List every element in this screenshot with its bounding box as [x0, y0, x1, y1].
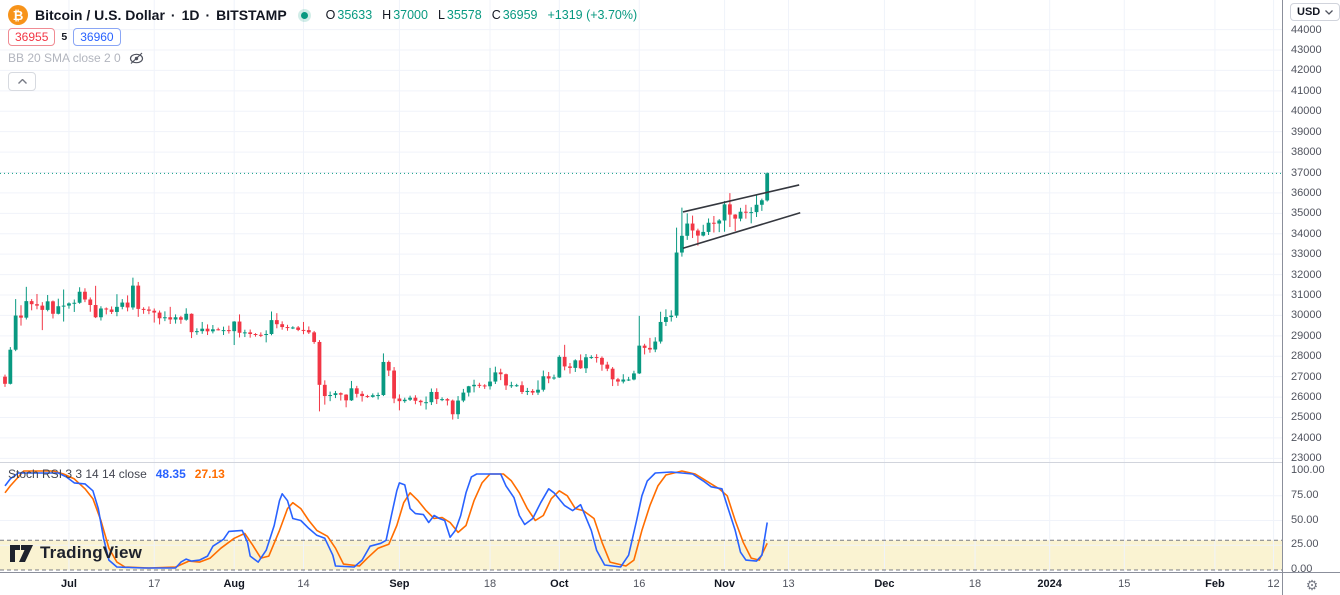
price-axis-label: 25000	[1291, 411, 1322, 424]
price-axis-label: 23000	[1291, 452, 1322, 465]
price-axis-label: 29000	[1291, 329, 1322, 342]
stoch-k-line	[4, 471, 768, 569]
stoch-axis-label: 50.00	[1291, 513, 1319, 526]
sell-button[interactable]: 36955	[8, 28, 56, 46]
time-axis-label: Sep	[389, 578, 410, 590]
buy-button[interactable]: 36960	[73, 28, 121, 46]
price-axis-label: 26000	[1291, 391, 1322, 404]
change-value: +1319 (+3.70%)	[547, 8, 638, 22]
stoch-k-value: 48.35	[155, 467, 186, 481]
stoch-axis-label: 100.00	[1291, 464, 1325, 476]
ohlc-values: O 35633 H 37000 L 35578 C 36959 +1319 (+3.70…	[318, 8, 637, 22]
price-axis-label: 33000	[1291, 248, 1322, 261]
time-axis-label: 12	[1267, 578, 1280, 590]
legend-collapse-button[interactable]	[8, 72, 36, 91]
stoch-axis-label: 75.00	[1291, 488, 1319, 501]
stoch-rsi-pane[interactable]	[0, 462, 1282, 573]
bitcoin-icon: ₿	[8, 5, 28, 25]
price-axis-label: 30000	[1291, 309, 1322, 322]
time-axis-label: 18	[968, 578, 982, 590]
time-axis-label: Feb	[1205, 578, 1225, 590]
stoch-chart-canvas[interactable]	[0, 463, 1282, 573]
time-axis-label: 15	[1118, 578, 1131, 590]
time-axis-label: 13	[782, 578, 795, 590]
bid-ask-row: 36955 5 36960	[8, 26, 637, 48]
time-axis-label: 2024	[1037, 578, 1062, 590]
high-value: 37000	[393, 8, 428, 22]
eye-hidden-icon[interactable]	[129, 52, 144, 65]
stoch-rsi-legend[interactable]: Stoch RSI 3 3 14 14 close 48.35 27.13	[8, 467, 225, 481]
price-axis-label: 34000	[1291, 227, 1322, 240]
time-axis-label: 18	[483, 578, 497, 590]
time-axis-label: 14	[297, 578, 310, 590]
spread-value: 5	[61, 31, 68, 43]
close-label: C	[491, 8, 501, 22]
symbol-row: ₿ Bitcoin / U.S. Dollar · 1D · BITSTAMP …	[8, 4, 637, 26]
price-axis-label: 40000	[1291, 105, 1322, 118]
price-axis-label: 37000	[1291, 166, 1322, 179]
stoch-d-value: 27.13	[194, 467, 225, 481]
bb-indicator-label[interactable]: BB 20 SMA close 2 0	[8, 51, 121, 65]
candlestick-series	[3, 172, 770, 420]
price-axis-label: 41000	[1291, 84, 1322, 97]
price-axis-label: 38000	[1291, 146, 1322, 159]
price-axis-label: 28000	[1291, 350, 1322, 363]
time-axis-label: 17	[148, 578, 161, 590]
price-pane[interactable]	[0, 0, 1282, 462]
price-axis-label: 36000	[1291, 186, 1322, 199]
time-axis-label: Nov	[714, 578, 735, 590]
trendline[interactable]	[682, 184, 800, 213]
tradingview-logo-text: TradingView	[40, 543, 143, 562]
open-value: 35633	[337, 8, 373, 22]
indicator-row-bb[interactable]: BB 20 SMA close 2 0	[8, 48, 637, 68]
separator: ·	[205, 7, 211, 23]
interval-button[interactable]: 1D	[181, 7, 200, 23]
time-axis-label: Jul	[61, 578, 77, 590]
time-axis-label: Dec	[874, 578, 895, 590]
price-axis[interactable]: USD 44000 43000 42000 41000 40000 39000 38000 3…	[1282, 0, 1340, 575]
market-status-dot[interactable]	[300, 11, 308, 19]
exchange-label[interactable]: BITSTAMP	[216, 7, 287, 23]
high-label: H	[382, 8, 392, 22]
stoch-rsi-title[interactable]: Stoch RSI 3 3 14 14 close	[8, 467, 147, 481]
stoch-axis-label: 25.00	[1291, 538, 1319, 551]
price-axis-label: 27000	[1291, 370, 1322, 383]
tradingview-logo[interactable]: TradingView	[10, 543, 142, 563]
low-value: 35578	[446, 8, 482, 22]
currency-unit-button[interactable]: USD	[1290, 3, 1340, 21]
currency-label: USD	[1297, 6, 1321, 18]
tradingview-logo-icon	[10, 544, 33, 562]
price-axis-label: 35000	[1291, 207, 1322, 220]
price-axis-label: 31000	[1291, 289, 1322, 301]
time-axis-label: Oct	[550, 578, 569, 590]
price-chart-canvas[interactable]	[0, 0, 1282, 462]
open-label: O	[325, 8, 336, 22]
price-axis-label: 43000	[1291, 44, 1322, 57]
price-axis-label: 39000	[1291, 125, 1322, 138]
symbol-title[interactable]: Bitcoin / U.S. Dollar	[35, 7, 165, 23]
axis-settings-corner[interactable]: ⚙	[1282, 572, 1340, 595]
time-axis-label: Aug	[223, 578, 245, 590]
price-axis-label: 32000	[1291, 268, 1322, 281]
close-value: 36959	[502, 8, 538, 22]
time-axis-label: 16	[633, 578, 646, 590]
time-axis[interactable]: Jul 17 Aug 14 Sep 18 Oct 16 Nov 13 Dec 18 2024 15 Feb 1…	[0, 572, 1282, 595]
settings-gear-icon[interactable]: ⚙	[1305, 576, 1319, 593]
separator: ·	[170, 7, 176, 23]
trendline[interactable]	[682, 211, 801, 250]
price-axis-label: 24000	[1291, 431, 1322, 444]
price-axis-label: 44000	[1291, 23, 1322, 36]
chevron-down-icon	[1325, 9, 1334, 15]
low-label: L	[437, 8, 445, 22]
price-axis-label: 42000	[1291, 64, 1322, 77]
chevron-up-icon	[17, 79, 27, 84]
chart-legend: ₿ Bitcoin / U.S. Dollar · 1D · BITSTAMP …	[8, 4, 637, 91]
